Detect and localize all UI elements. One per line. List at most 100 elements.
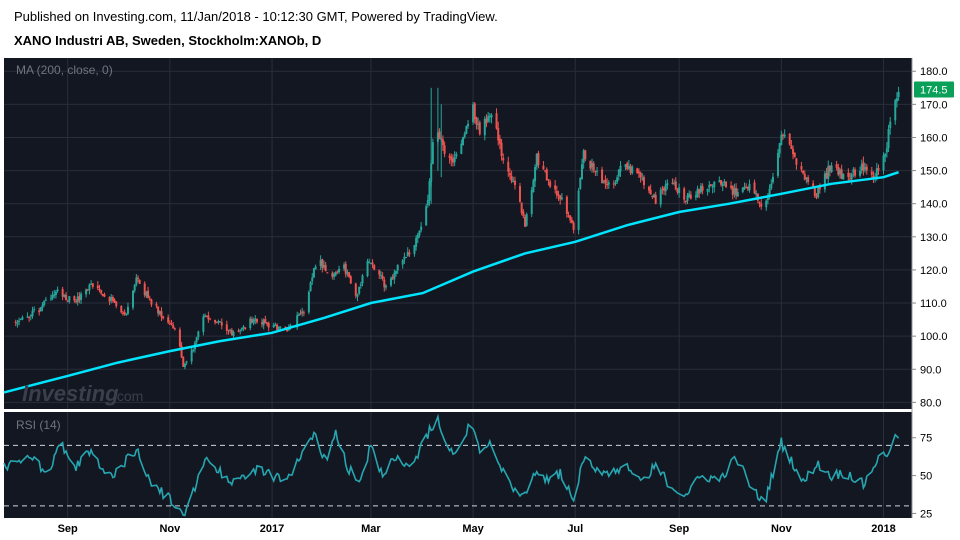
candle-body (731, 186, 734, 195)
candle-body (780, 134, 783, 145)
symbol-title: XANO Industri AB, Sweden, Stockholm:XANO… (14, 33, 322, 48)
candle-body (683, 188, 686, 200)
candle-body (240, 327, 243, 330)
candle-body (850, 173, 853, 180)
candle-body (415, 237, 418, 247)
candle-body (276, 324, 279, 330)
candle-body (711, 186, 714, 188)
candle-body (252, 319, 255, 324)
candle-body (792, 148, 795, 155)
candle-body (512, 181, 515, 183)
candle-body (497, 128, 500, 141)
candle-body (33, 309, 36, 311)
candle-body (473, 103, 476, 120)
candle-body (555, 190, 558, 196)
candle-body (53, 294, 56, 296)
candle-body (413, 245, 416, 254)
candle-body (428, 181, 431, 201)
candle-body (297, 314, 300, 316)
candle-body (108, 297, 111, 302)
candle-body (346, 272, 349, 274)
candle-body (242, 326, 245, 328)
candle-body (232, 331, 235, 337)
candle-body (383, 279, 386, 288)
candle-body (28, 317, 31, 319)
candle-body (145, 291, 148, 296)
candle-body (43, 300, 46, 306)
candle-body (391, 277, 394, 279)
candle-body (755, 193, 758, 195)
candle-body (101, 294, 104, 296)
candle-body (443, 145, 446, 154)
watermark-suffix: .com (113, 388, 143, 404)
candle-body (121, 312, 124, 314)
candle-body (686, 195, 689, 201)
candle-body (862, 162, 865, 171)
candle-body (659, 189, 662, 205)
candle-body (580, 164, 583, 180)
candle-body (490, 114, 493, 118)
candle-body (639, 172, 642, 178)
candle-body (805, 177, 808, 179)
candle-body (237, 330, 240, 332)
candle-body (753, 182, 756, 194)
candle-body (14, 321, 17, 323)
candle-body (384, 285, 387, 288)
candle-body (16, 323, 19, 325)
candle-body (157, 306, 160, 314)
candle-body (441, 139, 444, 146)
candle-body (73, 296, 76, 301)
candle-body (522, 211, 525, 216)
candle-body (90, 283, 93, 285)
candle-body (524, 216, 527, 227)
candle-body (96, 285, 99, 289)
candle-body (508, 173, 511, 176)
candle-body (647, 186, 650, 191)
candle-body (115, 301, 118, 307)
candle-body (475, 117, 478, 125)
rsi-levels (4, 444, 912, 507)
rsi-tick-label: 50 (920, 471, 932, 483)
candle-body (582, 150, 585, 164)
candle-body (133, 284, 136, 291)
candle-body (544, 170, 547, 172)
price-tick-label: 100.0 (920, 331, 948, 343)
candle-body (451, 158, 454, 163)
candle-body (395, 271, 398, 274)
ma-indicator-label: MA (200, close, 0) (16, 63, 113, 77)
candle-body (674, 181, 677, 190)
candle-body (460, 143, 463, 154)
price-panel (4, 58, 912, 409)
candle-body (331, 272, 334, 277)
candle-body (720, 180, 723, 185)
candle-body (431, 142, 434, 164)
candle-body (877, 167, 880, 171)
time-tick-label: Mar (361, 523, 381, 535)
candle-body (817, 187, 820, 198)
candle-body (838, 169, 841, 175)
candle-body (518, 186, 521, 202)
candle-body (138, 280, 141, 285)
time-tick-label: Nov (771, 523, 793, 535)
candle-body (403, 256, 406, 260)
rsi-indicator-label: RSI (14) (16, 418, 61, 432)
candle-body (485, 118, 488, 124)
candle-body (778, 143, 781, 154)
candle-body (596, 171, 599, 173)
candle-body (274, 324, 277, 326)
candle-body (334, 272, 337, 276)
candle-body (51, 294, 54, 299)
candle-body (137, 277, 140, 279)
candle-body (790, 145, 793, 149)
candle-body (425, 206, 428, 226)
candle-body (864, 167, 867, 170)
chart-area[interactable]: Investing .com MA (200, close, 0) RSI (1… (0, 56, 960, 540)
rsi-tick-label: 25 (920, 508, 932, 520)
candle-body (735, 188, 738, 196)
candle-body (168, 323, 171, 325)
candle-body (547, 179, 550, 181)
candle-body (205, 315, 208, 317)
candle-body (520, 202, 523, 213)
candle-body (314, 266, 317, 269)
candle-body (455, 153, 458, 157)
